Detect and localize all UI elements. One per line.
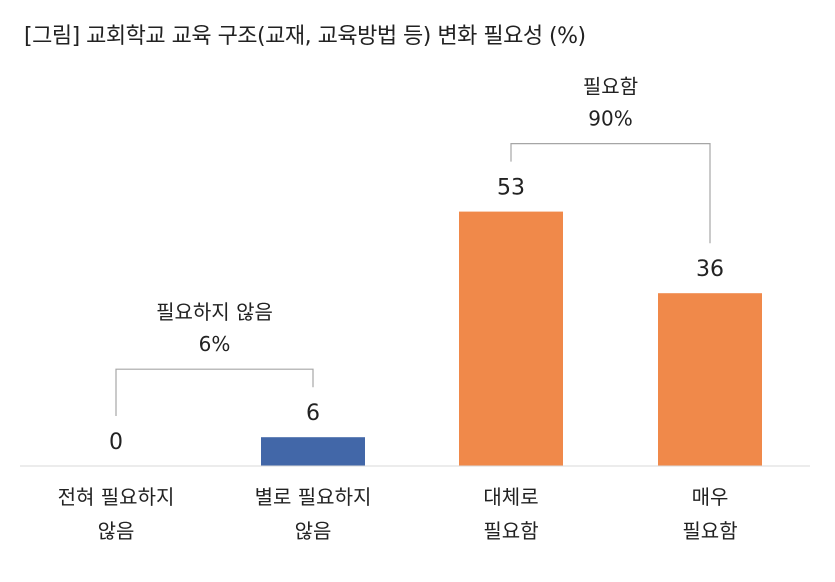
bar-4 — [658, 293, 762, 466]
group-value-1: 6% — [199, 332, 231, 356]
category-label-1: 전혀 필요하지 않음 — [57, 485, 175, 543]
group-label-2: 필요함 — [583, 75, 638, 99]
group-bracket-2 — [510, 143, 711, 244]
category-label-4: 매우 필요함 — [682, 485, 738, 543]
bar-3 — [459, 211, 563, 466]
group-label-1: 필요하지 않음 — [156, 300, 273, 324]
group-bracket-1 — [115, 368, 314, 416]
value-label-1: 0 — [109, 430, 123, 455]
chart-title: [그림] 교회학교 교육 구조(교재, 교육방법 등) 변화 필요성 (%) — [24, 24, 586, 49]
group-value-2: 90% — [588, 107, 632, 131]
category-label-3: 대체로 필요함 — [483, 485, 539, 543]
value-label-4: 36 — [696, 257, 724, 282]
value-label-3: 53 — [497, 176, 525, 201]
bar-2 — [261, 437, 365, 466]
category-label-2: 별로 필요하지 않음 — [254, 485, 372, 543]
value-label-2: 6 — [306, 401, 320, 426]
